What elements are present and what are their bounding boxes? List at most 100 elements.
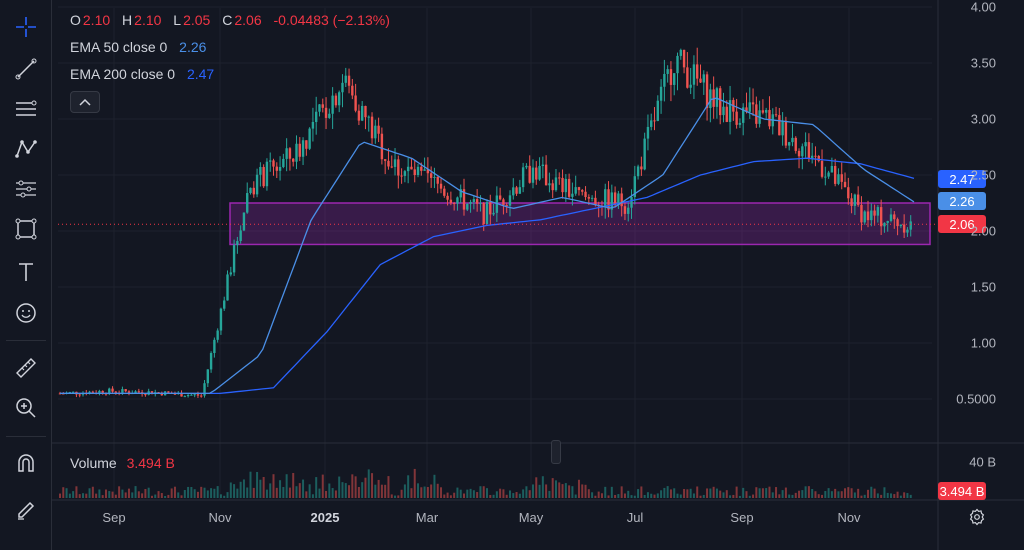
candle (157, 392, 160, 394)
candle (466, 203, 469, 210)
volume-bar (170, 488, 173, 498)
volume-bar (650, 493, 653, 498)
chart-settings-button[interactable] (966, 506, 988, 528)
candle (374, 125, 377, 139)
candle (416, 166, 420, 176)
pane-resize-handle[interactable] (551, 440, 561, 464)
forecast-icon[interactable] (8, 172, 44, 206)
volume-bar (453, 492, 456, 498)
candle (456, 197, 459, 204)
volume-bar (167, 494, 170, 498)
volume-bar (853, 492, 856, 498)
candle (837, 174, 840, 184)
volume-legend[interactable]: Volume 3.494 B (70, 455, 175, 471)
candle (492, 212, 495, 215)
emoji-icon[interactable] (8, 296, 44, 330)
ema200-legend[interactable]: EMA 200 close 0 2.47 (70, 66, 216, 82)
volume-bar (752, 494, 755, 498)
volume-bar (637, 489, 640, 498)
volume-bar (114, 494, 117, 498)
candle (406, 166, 410, 172)
volume-bar (144, 489, 147, 498)
volume-bar (495, 491, 498, 498)
volume-bar (492, 494, 495, 498)
volume-bar (384, 484, 387, 498)
candle (443, 188, 446, 196)
volume-bar (821, 494, 824, 498)
candle (742, 107, 745, 123)
pattern-icon[interactable] (8, 132, 44, 166)
volume-bar (683, 489, 686, 498)
volume-bar (121, 489, 124, 498)
volume-badge: 3.494 B (938, 482, 986, 500)
volume-bar (561, 484, 564, 498)
fib-retracement-icon[interactable] (8, 92, 44, 126)
volume-bar (262, 476, 265, 498)
candle (804, 142, 807, 147)
volume-bar (104, 489, 107, 498)
volume-bar (699, 495, 702, 498)
ruler-icon[interactable] (8, 351, 44, 385)
candle (341, 82, 344, 93)
candle (262, 166, 265, 187)
volume-bar (436, 483, 439, 498)
volume-bar (272, 474, 275, 498)
collapse-legend-button[interactable] (70, 91, 100, 113)
candle (206, 369, 210, 384)
candle (699, 78, 702, 83)
candle (696, 64, 699, 79)
volume-bar (466, 489, 469, 498)
candle (193, 394, 196, 396)
magnet-icon[interactable] (8, 447, 44, 481)
ema50-legend[interactable]: EMA 50 close 0 2.26 (70, 39, 208, 55)
volume-bar (394, 495, 397, 498)
shapes-icon[interactable] (8, 212, 44, 246)
volume-bar (364, 477, 367, 498)
time-tick-label: Nov (837, 510, 861, 525)
volume-bar (784, 487, 787, 498)
volume-bar (456, 487, 459, 498)
candle (620, 193, 623, 207)
volume-bar (440, 487, 443, 498)
ema50-price-badge: 2.26 (938, 192, 986, 210)
candle (879, 207, 883, 227)
candle (577, 187, 581, 191)
volume-bar (193, 489, 196, 498)
candle (512, 187, 515, 196)
chart-area[interactable]: O 2.10 H 2.10 L 2.05 C 2.06 -0.04483 (−2.13%… (52, 0, 1024, 550)
candle (334, 95, 338, 106)
volume-bar (781, 490, 784, 498)
volume-bar (535, 477, 538, 498)
volume-bar (538, 484, 541, 498)
volume-bar (778, 494, 781, 498)
candle (390, 166, 393, 168)
volume-bar (98, 489, 101, 498)
zoom-in-icon[interactable] (8, 391, 44, 425)
volume-bar (216, 486, 219, 498)
text-icon[interactable] (8, 255, 44, 289)
candle (886, 220, 889, 223)
price-chart[interactable] (52, 0, 1024, 550)
volume-bar (137, 491, 140, 498)
pencil-lock-icon[interactable] (8, 492, 44, 526)
candle (498, 195, 502, 200)
candle (301, 140, 305, 157)
candle (682, 49, 686, 68)
trend-line-icon[interactable] (8, 52, 44, 86)
volume-bar (627, 490, 630, 498)
volume-bar (463, 493, 466, 498)
candle (824, 176, 827, 178)
candle (190, 394, 193, 396)
price-tick-label: 2.50 (970, 167, 996, 183)
candle (292, 158, 295, 162)
crosshair-icon[interactable] (8, 10, 44, 44)
volume-bar (807, 486, 810, 498)
candle (594, 197, 597, 205)
candle (856, 194, 860, 205)
volume-bar (275, 487, 278, 498)
candle (209, 353, 213, 370)
candle (485, 202, 489, 224)
volume-bar (131, 492, 134, 498)
candle (383, 159, 387, 161)
candle (686, 67, 689, 88)
